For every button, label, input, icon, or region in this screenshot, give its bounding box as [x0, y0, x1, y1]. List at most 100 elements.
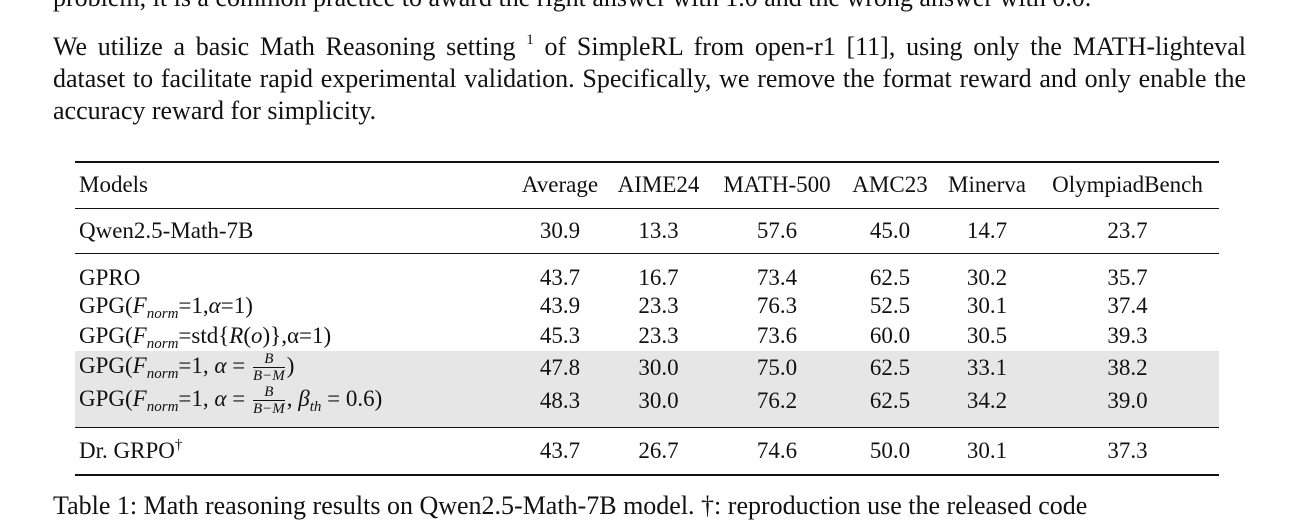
value-cell: 16.7 [638, 265, 679, 290]
table-row: Qwen2.5-Math-7B 30.9 13.3 57.6 45.0 14.7 23.7 [75, 208, 1219, 253]
text: B [252, 384, 285, 401]
model-cell: GPG(Fnorm=std{R(o)},α=1) [75, 321, 515, 352]
value-cell: 57.6 [756, 217, 798, 243]
value-cell: 34.2 [966, 387, 1008, 413]
text: of SimpleRL from open-r1 [11], using onl… [53, 32, 1246, 125]
value-cell: 26.7 [638, 437, 679, 463]
footnote-mark: 1 [526, 32, 534, 48]
value-cell: 62.5 [869, 354, 911, 380]
column-header: Minerva [948, 172, 1026, 198]
value-cell: 30.5 [966, 323, 1008, 348]
value-cell: 43.7 [539, 437, 581, 463]
column-header: AMC23 [852, 172, 928, 198]
value-cell: 47.8 [539, 354, 581, 380]
value-cell: 23.3 [638, 323, 679, 348]
value-cell: 74.6 [756, 437, 798, 463]
model-cell: GPG(Fnorm=1, α = B B−M, βth = 0.6) [75, 384, 515, 428]
table-row: GPG(Fnorm=1,α=1) 43.9 23.3 76.3 52.5 30.1 37.4 [75, 291, 1219, 322]
text: β [298, 385, 310, 411]
text: R [229, 323, 244, 348]
text: GPG( [79, 293, 133, 318]
value-cell: 14.7 [966, 217, 1008, 243]
text: =1, [178, 385, 215, 411]
column-header: MATH-500 [723, 172, 831, 198]
text: F [132, 352, 147, 378]
text: ( [243, 323, 251, 348]
text: norm [146, 306, 179, 322]
value-cell: 62.5 [869, 265, 911, 290]
value-cell: 30.1 [966, 437, 1008, 463]
text: GPRO [79, 265, 141, 290]
text: ,α=1) [281, 323, 332, 348]
model-cell: GPG(Fnorm=1,α=1) [75, 291, 515, 322]
text: † [174, 436, 183, 453]
model-cell: Dr. GRPO† [75, 428, 515, 475]
table-row: GPG(Fnorm=std{R(o)},α=1) 45.3 23.3 73.6 60.0… [75, 321, 1219, 352]
paragraph: problem, it is a common practice to awar… [53, 0, 1246, 14]
text: α [208, 293, 221, 318]
value-cell: 43.7 [539, 265, 581, 290]
page: {"crop_top": "problem, it is a common pr… [53, 0, 1246, 520]
value-cell: 37.3 [1107, 437, 1148, 463]
value-cell: 33.1 [966, 354, 1008, 380]
text: th [309, 398, 322, 415]
text: = [226, 352, 251, 378]
text: GPG( [79, 352, 133, 378]
column-header: AIME24 [617, 172, 700, 198]
value-cell: 75.0 [756, 354, 798, 380]
table-group: Qwen2.5-Math-7B 30.9 13.3 57.6 45.0 14.7 23.7 [75, 208, 1219, 253]
value-cell: 45.3 [539, 323, 581, 348]
value-cell: 23.3 [638, 293, 679, 318]
header-row: Models Average AIME24 MATH-500 AMC23 Minerva O… [75, 162, 1219, 208]
text: α [214, 385, 227, 411]
text: GPG( [79, 385, 133, 411]
value-cell: 43.9 [539, 293, 581, 318]
value-cell: 48.3 [539, 387, 581, 413]
table-row: Dr. GRPO† 43.7 26.7 74.6 50.0 30.1 37.3 [75, 428, 1219, 475]
value-cell: 38.2 [1107, 354, 1148, 380]
text: = [226, 385, 251, 411]
column-header: OlympiadBench [1052, 172, 1203, 198]
value-cell: 52.5 [869, 293, 911, 318]
value-cell: 39.0 [1107, 387, 1148, 413]
text: norm [146, 365, 179, 382]
text: norm [146, 336, 179, 352]
paragraph: We utilize a basic Math Reasoning settin… [53, 31, 1246, 127]
value-cell: 73.6 [756, 323, 798, 348]
value-cell: 45.0 [869, 217, 911, 243]
text: ) [286, 352, 295, 378]
text: =std{ [178, 323, 230, 348]
value-cell: 30.1 [966, 293, 1008, 318]
text: =1, [178, 293, 209, 318]
value-cell: 76.3 [756, 293, 798, 318]
text: α [214, 352, 227, 378]
text: F [132, 323, 147, 348]
value-cell: 30.2 [966, 265, 1008, 290]
results-table: Models Average AIME24 MATH-500 AMC23 Minerva O… [75, 161, 1219, 476]
value-cell: 30.9 [539, 217, 581, 243]
model-cell: GPG(Fnorm=1, α = B B−M) [75, 351, 515, 384]
value-cell: 30.0 [638, 387, 679, 413]
text: o [251, 323, 263, 348]
value-cell: 73.4 [756, 265, 798, 290]
text: We utilize a basic Math Reasoning settin… [53, 32, 527, 61]
text: B−M [252, 401, 285, 417]
text: )} [262, 323, 282, 348]
table-row: GPG(Fnorm=1, α = B B−M, βth = 0.6) 48.3 30.… [75, 384, 1219, 428]
text: F [132, 385, 147, 411]
value-cell: 62.5 [869, 387, 911, 413]
text: =1) [220, 293, 253, 318]
value-cell: 23.7 [1107, 217, 1148, 243]
value-cell: 30.0 [638, 354, 679, 380]
value-cell: 37.4 [1107, 293, 1148, 318]
fraction: B B−M [252, 384, 285, 417]
text: = 0.6) [321, 385, 383, 411]
value-cell: 35.7 [1107, 265, 1148, 290]
fraction: B B−M [252, 351, 285, 384]
text: F [132, 293, 147, 318]
text: norm [146, 398, 179, 415]
value-cell: 76.2 [756, 387, 798, 413]
text: B−M [252, 368, 285, 384]
table-header: Models Average AIME24 MATH-500 AMC23 Minerva O… [75, 162, 1219, 208]
model-cell: Qwen2.5-Math-7B [75, 208, 515, 253]
